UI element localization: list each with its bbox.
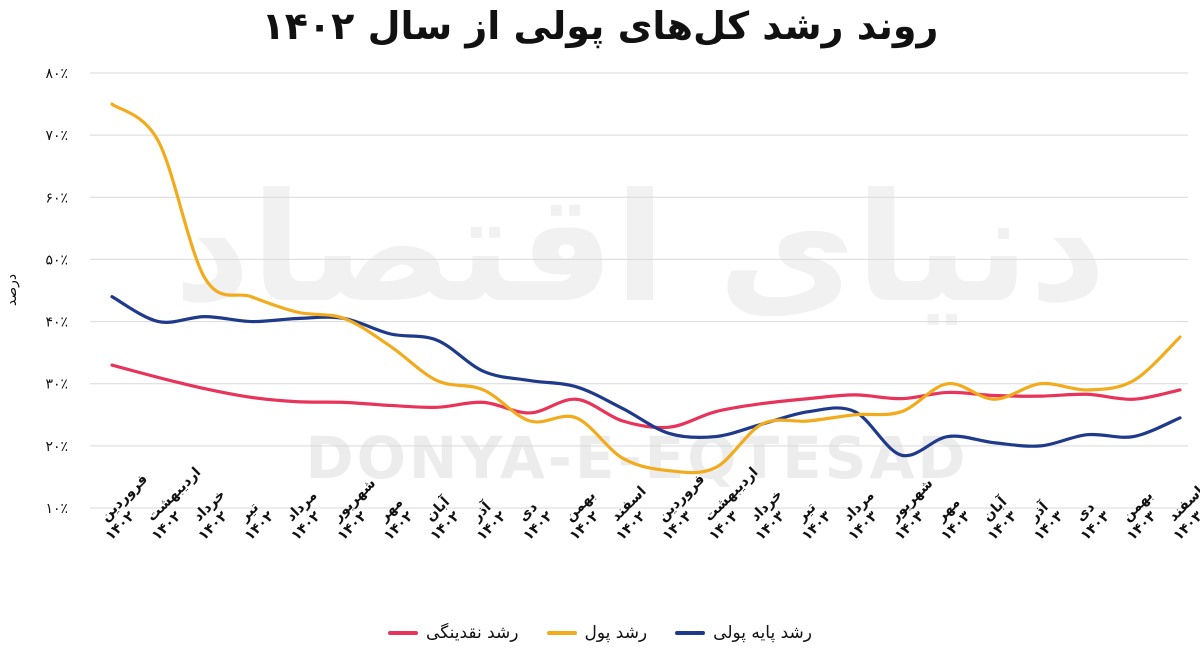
x-tick-label: اسفند۱۴۰۳: [1158, 483, 1200, 543]
x-tick-label: آذر۱۴۰۳: [1018, 495, 1067, 544]
legend-swatch: [675, 631, 706, 635]
legend-item: رشد پول: [546, 623, 648, 643]
x-tick-label: تیر۱۴۰۲: [230, 496, 278, 544]
series-line-1: [110, 102, 1182, 475]
watermark-text: DONYA-E-EQTESAD: [305, 424, 968, 492]
x-tick-label: آبان۱۴۰۲: [414, 492, 466, 544]
y-tick-label: ۶۰٪: [45, 190, 68, 206]
series-line-2: [110, 363, 1182, 430]
x-tick-label: اسفند۱۴۰۲: [601, 483, 661, 543]
chart-title: روند رشد کل‌های پولی از سال ۱۴۰۲: [261, 4, 939, 48]
x-tick-label: بهمن۱۴۰۲: [555, 488, 611, 544]
x-tick-label: آبان۱۴۰۳: [971, 492, 1023, 544]
x-tick-label: تیر۱۴۰۳: [787, 496, 835, 544]
legend-swatch: [546, 631, 577, 635]
x-tick-label: دی۱۴۰۳: [1066, 496, 1114, 544]
legend-swatch: [388, 631, 419, 635]
x-tick-label: خرداد۱۴۰۲: [183, 487, 240, 544]
y-tick-label: ۴۰٪: [45, 315, 68, 331]
x-tick-label: مرداد۱۴۰۲: [276, 488, 332, 544]
y-tick-label: ۷۰٪: [45, 128, 68, 144]
x-tick-label: بهمن۱۴۰۳: [1112, 488, 1168, 544]
x-tick-label: مرداد۱۴۰۳: [833, 488, 889, 544]
watermark: دنیای اقتصاد DONYA-E-EQTESAD: [174, 162, 1107, 492]
x-tick-label: مهر۱۴۰۳: [926, 495, 975, 544]
x-tick-label: دی۱۴۰۲: [508, 496, 556, 544]
legend-item: رشد پایه پولی: [675, 623, 812, 643]
y-tick-label: ۱۰٪: [45, 501, 68, 517]
legend-label: رشد نقدینگی: [426, 623, 519, 643]
y-axis-title: درصد: [4, 274, 20, 306]
series-line-0: [110, 295, 1182, 458]
x-tick-label: مهر۱۴۰۲: [369, 495, 418, 544]
y-tick-label: ۳۰٪: [45, 377, 68, 393]
x-tick-label: آذر۱۴۰۲: [461, 495, 510, 544]
legend-label: رشد پایه پولی: [713, 623, 812, 643]
legend-item: رشد نقدینگی: [388, 623, 519, 643]
y-tick-label: ۲۰٪: [45, 439, 68, 455]
x-tick-label: خرداد۱۴۰۳: [741, 487, 798, 544]
legend: رشد پایه پولی رشد پول رشد نقدینگی: [0, 623, 1200, 643]
y-tick-label: ۸۰٪: [45, 66, 68, 82]
svg-text:دنیای اقتصاد: دنیای اقتصاد: [174, 162, 1107, 336]
y-tick-label: ۵۰٪: [45, 252, 68, 268]
legend-label: رشد پول: [584, 623, 648, 643]
